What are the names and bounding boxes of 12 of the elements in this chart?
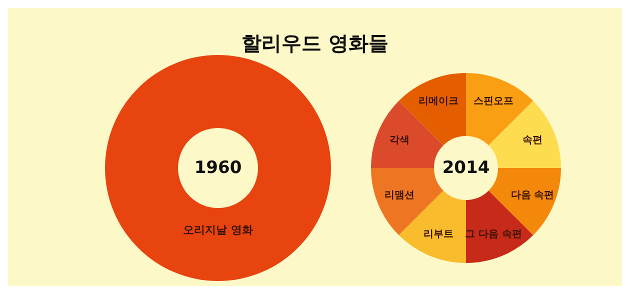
slice-label: 각색 (389, 134, 410, 146)
donut-slice (466, 190, 534, 263)
chart-title: 할리우드 영화들 (242, 31, 388, 55)
slice-label: 리메이크 (418, 96, 458, 107)
slice-label: 스핀오프 (474, 96, 514, 107)
slice-label: 속편 (522, 134, 543, 146)
slice-label: 다음 속편 (510, 190, 554, 202)
text: 1960 (194, 158, 242, 178)
slice-label: 리부트 (423, 229, 454, 240)
slice-label: 오리지날 영화 (183, 224, 253, 236)
text: 2014 (442, 158, 490, 178)
slice-label: 리맴션 (384, 190, 414, 202)
